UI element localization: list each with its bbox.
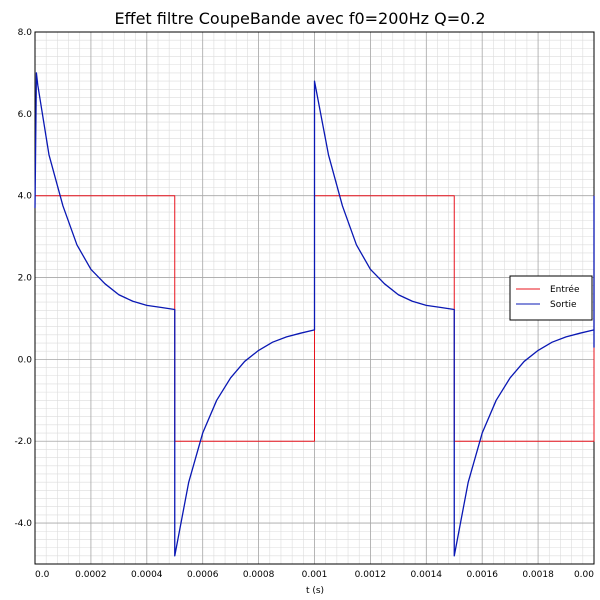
x-tick-label: 0.0012 xyxy=(355,570,387,580)
x-tick-label: 0.00 xyxy=(574,570,594,580)
x-tick-label: 0.0004 xyxy=(131,570,163,580)
y-tick-label: 6.0 xyxy=(18,110,33,120)
x-tick-label: 0.0006 xyxy=(187,570,219,580)
x-tick-label: 0.0002 xyxy=(75,570,107,580)
legend-label: Entrée xyxy=(550,284,580,295)
x-axis-label: t (s) xyxy=(306,586,324,596)
y-axis-ticks: -4.0 -2.0 0.0 2.0 4.0 6.0 8.0 xyxy=(14,28,32,529)
y-tick-label: 4.0 xyxy=(18,192,33,202)
y-tick-label: 0.0 xyxy=(18,355,33,365)
x-tick-label: 0.001 xyxy=(302,570,328,580)
legend-label: Sortie xyxy=(550,300,577,310)
x-tick-label: 0.0016 xyxy=(466,570,498,580)
y-tick-label: -2.0 xyxy=(14,437,32,447)
series-line-sortie xyxy=(34,72,595,557)
y-tick-label: 8.0 xyxy=(18,28,33,38)
x-tick-label: 0.0018 xyxy=(522,570,554,580)
legend: Entrée Sortie xyxy=(509,275,593,321)
x-tick-label: 0.0014 xyxy=(411,570,443,580)
legend-box xyxy=(509,275,593,321)
chart-title: Effet filtre CoupeBande avec f0=200Hz Q=… xyxy=(114,9,485,28)
y-tick-label: 2.0 xyxy=(18,274,33,284)
x-tick-label: 0.0008 xyxy=(243,570,275,580)
x-tick-label: 0.0 xyxy=(35,570,50,580)
series-layer xyxy=(34,72,595,557)
x-axis-ticks: 0.0 0.0002 0.0004 0.0006 0.0008 0.001 0.0012 0.… xyxy=(35,570,594,580)
y-tick-label: -4.0 xyxy=(14,519,32,529)
